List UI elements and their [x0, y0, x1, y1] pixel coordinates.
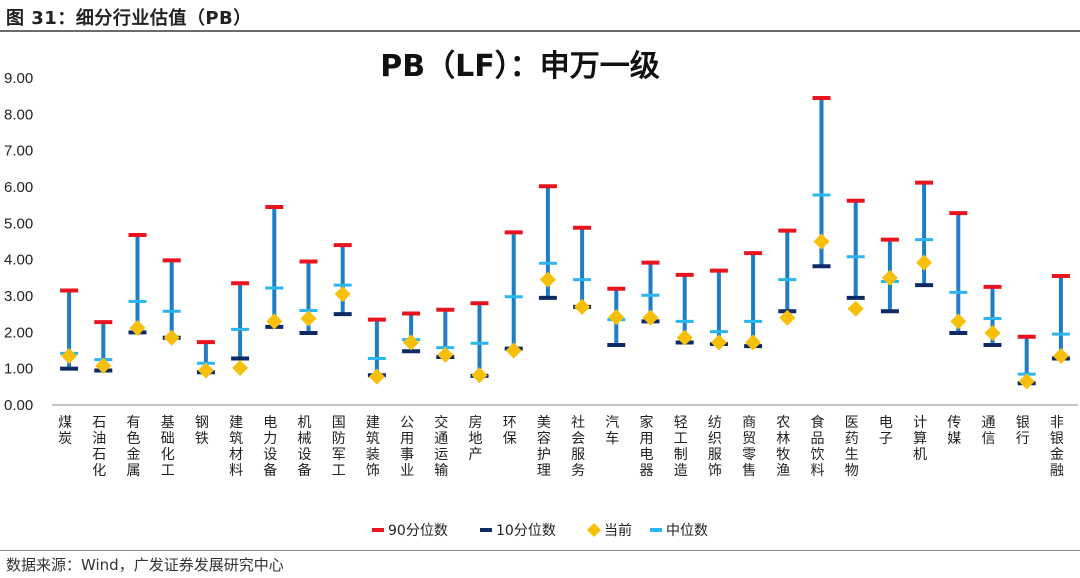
current-marker	[950, 313, 967, 330]
category-label: 电力设备	[263, 415, 277, 479]
category-label: 计算机	[913, 415, 927, 463]
category-label: 电子	[879, 415, 893, 447]
current-marker	[197, 362, 214, 379]
category-label: 医药生物	[845, 415, 859, 479]
chart: PB（LF）：申万一级 0.00 1.00 2.00 3.00 4.00 5.00 6.00…	[4, 49, 1078, 539]
current-marker	[334, 286, 351, 303]
y-tick-label: 7.00	[4, 143, 33, 160]
category-label: 食品饮料	[811, 414, 825, 479]
category-label: 有色金属	[127, 415, 141, 479]
current-marker	[574, 298, 591, 315]
category-label: 家用电器	[640, 414, 654, 479]
bottom-rule	[0, 550, 1080, 551]
category-label: 非银金融	[1050, 415, 1064, 479]
chart-title: PB（LF）：申万一级	[380, 49, 659, 84]
current-marker	[95, 357, 112, 374]
category-label: 美容护理	[537, 415, 551, 479]
current-marker	[984, 325, 1001, 342]
current-marker	[505, 342, 522, 359]
range-layer	[67, 97, 1063, 384]
figure-title: 图 31：细分行业估值（PB）	[6, 8, 252, 29]
category-label: 钢铁	[195, 415, 209, 447]
current-marker	[779, 309, 796, 326]
y-tick-label: 3.00	[4, 288, 33, 305]
current-marker	[1018, 373, 1035, 390]
current-marker	[232, 359, 249, 376]
top-rule	[0, 30, 1080, 32]
category-label: 房地产	[469, 415, 483, 463]
category-labels: 煤炭 石油石化 有色金属 基础化工 钢铁 建筑材料 电力设备 机械设备 国防军工 建筑装饰 公用事业…	[58, 414, 1064, 479]
category-label: 社会服务	[571, 415, 585, 479]
category-label: 基础化工	[161, 414, 175, 479]
current-marker	[642, 309, 659, 326]
category-label: 国防军工	[332, 415, 346, 479]
current-marker	[266, 313, 283, 330]
current-marker	[539, 271, 556, 288]
legend-label: 中位数	[666, 523, 708, 539]
current-marker	[608, 309, 625, 326]
category-label: 纺织服饰	[708, 415, 722, 479]
category-label: 银行	[1016, 415, 1030, 447]
y-tick-label: 9.00	[4, 70, 33, 87]
y-tick-label: 2.00	[4, 324, 33, 341]
category-label: 轻工制造	[674, 415, 688, 479]
category-label: 通信	[982, 415, 996, 447]
category-label: 交通运输	[434, 414, 448, 479]
current-marker	[676, 329, 693, 346]
current-marker	[745, 334, 762, 351]
category-label: 建筑装饰	[366, 415, 380, 479]
current-marker	[437, 346, 454, 363]
y-tick-label: 1.00	[4, 361, 33, 378]
category-label: 传媒	[947, 415, 961, 447]
category-label: 建筑材料	[229, 415, 243, 479]
category-label: 商贸零售	[742, 415, 756, 479]
category-label: 公用事业	[400, 415, 414, 479]
current-marker	[368, 368, 385, 385]
current-marker	[300, 310, 317, 327]
y-tick-label: 6.00	[4, 179, 33, 196]
category-label: 石油石化	[92, 415, 106, 479]
legend-label: 90分位数	[388, 523, 448, 539]
category-label: 环保	[503, 415, 517, 447]
current-marker	[916, 254, 933, 271]
legend-swatch	[587, 523, 601, 537]
y-tick-label: 0.00	[4, 397, 33, 414]
category-label: 农林牧渔	[776, 415, 790, 479]
current-marker	[61, 347, 78, 364]
legend-label: 10分位数	[496, 523, 556, 539]
current-marker	[813, 233, 830, 250]
axis-layer: 0.00 1.00 2.00 3.00 4.00 5.00 6.00 7.00 8.00 9.00	[4, 70, 1078, 414]
category-label: 机械设备	[298, 415, 312, 479]
current-marker	[710, 334, 727, 351]
current-marker	[403, 334, 420, 351]
category-label: 汽车	[605, 415, 619, 447]
current-marker	[1052, 347, 1069, 364]
category-label: 煤炭	[58, 415, 72, 447]
current-marker	[129, 319, 146, 336]
source-note: 数据来源：Wind，广发证券发展研究中心	[6, 556, 284, 574]
current-marker	[881, 269, 898, 286]
current-marker	[163, 329, 180, 346]
legend: 90分位数 10分位数 当前 中位数	[372, 522, 708, 539]
y-tick-label: 4.00	[4, 252, 33, 269]
marker-layer	[60, 95, 1070, 390]
y-tick-label: 8.00	[4, 106, 33, 123]
legend-label: 当前	[604, 522, 632, 539]
y-tick-label: 5.00	[4, 215, 33, 232]
current-marker	[847, 300, 864, 317]
current-marker	[471, 367, 488, 384]
